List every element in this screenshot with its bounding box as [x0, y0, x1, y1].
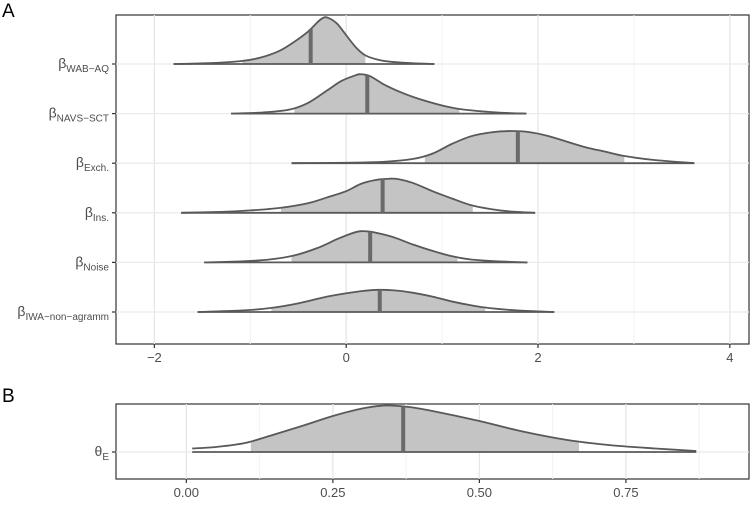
y-label-symbol: β [17, 303, 25, 319]
ridge-a-0 [173, 16, 435, 65]
y-label-symbol: θ [95, 443, 103, 459]
y-tick-label: βNoise [75, 253, 109, 273]
x-tick-label: −2 [147, 350, 162, 365]
panel-b-letter: B [2, 386, 15, 407]
y-label-symbol: β [75, 253, 83, 269]
ridge-a-4 [204, 230, 528, 264]
y-tick-label: θE [95, 443, 110, 463]
y-label-symbol: β [58, 55, 66, 71]
y-label-subscript: Noise [83, 262, 109, 273]
ridge-density-curve [231, 73, 527, 115]
ridge-a-2 [291, 130, 695, 165]
ridge-interval-fill [242, 17, 366, 64]
panel-a: A βWAB−AQβNAVS−SCTβExch.βIns.βNoiseβIWA−… [2, 1, 750, 365]
panel-a-series [173, 16, 695, 313]
panel-b-series [192, 404, 697, 453]
y-label-subscript: Exch. [84, 163, 109, 174]
ridge-b-0 [192, 404, 697, 453]
panel-b: B θE 0.00 0.25 0.50 0.75 [2, 386, 750, 500]
y-tick-label: βExch. [76, 154, 109, 174]
ridge-a-3 [181, 177, 536, 214]
x-tick-label: 4 [726, 350, 733, 365]
y-label-symbol: β [76, 154, 84, 170]
y-tick-label: βIWA−non−agramm [17, 303, 109, 323]
panel-a-x-ticks: −2 0 2 4 [147, 344, 733, 365]
ridge-a-5 [197, 288, 555, 313]
panel-a-plot-area [115, 14, 750, 345]
panel-b-x-ticks: 0.00 0.25 0.50 0.75 [174, 479, 639, 500]
y-label-subscript: NAVS−SCT [57, 114, 109, 125]
panel-a-letter: A [2, 1, 15, 22]
y-label-subscript: Ins. [93, 213, 109, 224]
y-label-subscript: WAB−AQ [66, 64, 109, 75]
panel-a-y-ticks: βWAB−AQβNAVS−SCTβExch.βIns.βNoiseβIWA−no… [17, 55, 116, 323]
ridge-density-curve [181, 177, 536, 214]
ridge-interval-fill [294, 74, 460, 114]
ridge-density-curve [291, 130, 695, 165]
y-tick-label: βWAB−AQ [58, 55, 109, 75]
x-tick-label: 0.00 [174, 485, 199, 500]
x-tick-label: 2 [534, 350, 541, 365]
x-tick-label: 0.25 [320, 485, 345, 500]
ridge-density-curve [192, 404, 697, 452]
ridge-interval-fill [291, 231, 458, 263]
ridge-interval-fill [424, 131, 625, 164]
y-label-symbol: β [49, 105, 57, 121]
ridge-interval-fill [250, 405, 580, 452]
ridge-interval-fill [280, 178, 473, 213]
y-label-subscript: IWA−non−agramm [25, 312, 109, 323]
ridge-a-1 [231, 73, 527, 115]
ridge-density-curve [197, 288, 555, 313]
x-tick-label: 0.75 [613, 485, 638, 500]
y-tick-label: βIns. [85, 204, 109, 224]
y-tick-label: βNAVS−SCT [49, 105, 109, 125]
panel-b-y-ticks: θE [95, 443, 116, 463]
ridge-density-curve [173, 16, 435, 65]
x-tick-label: 0 [343, 350, 350, 365]
x-tick-label: 0.50 [467, 485, 492, 500]
y-label-subscript: E [102, 452, 109, 463]
y-label-symbol: β [85, 204, 93, 220]
